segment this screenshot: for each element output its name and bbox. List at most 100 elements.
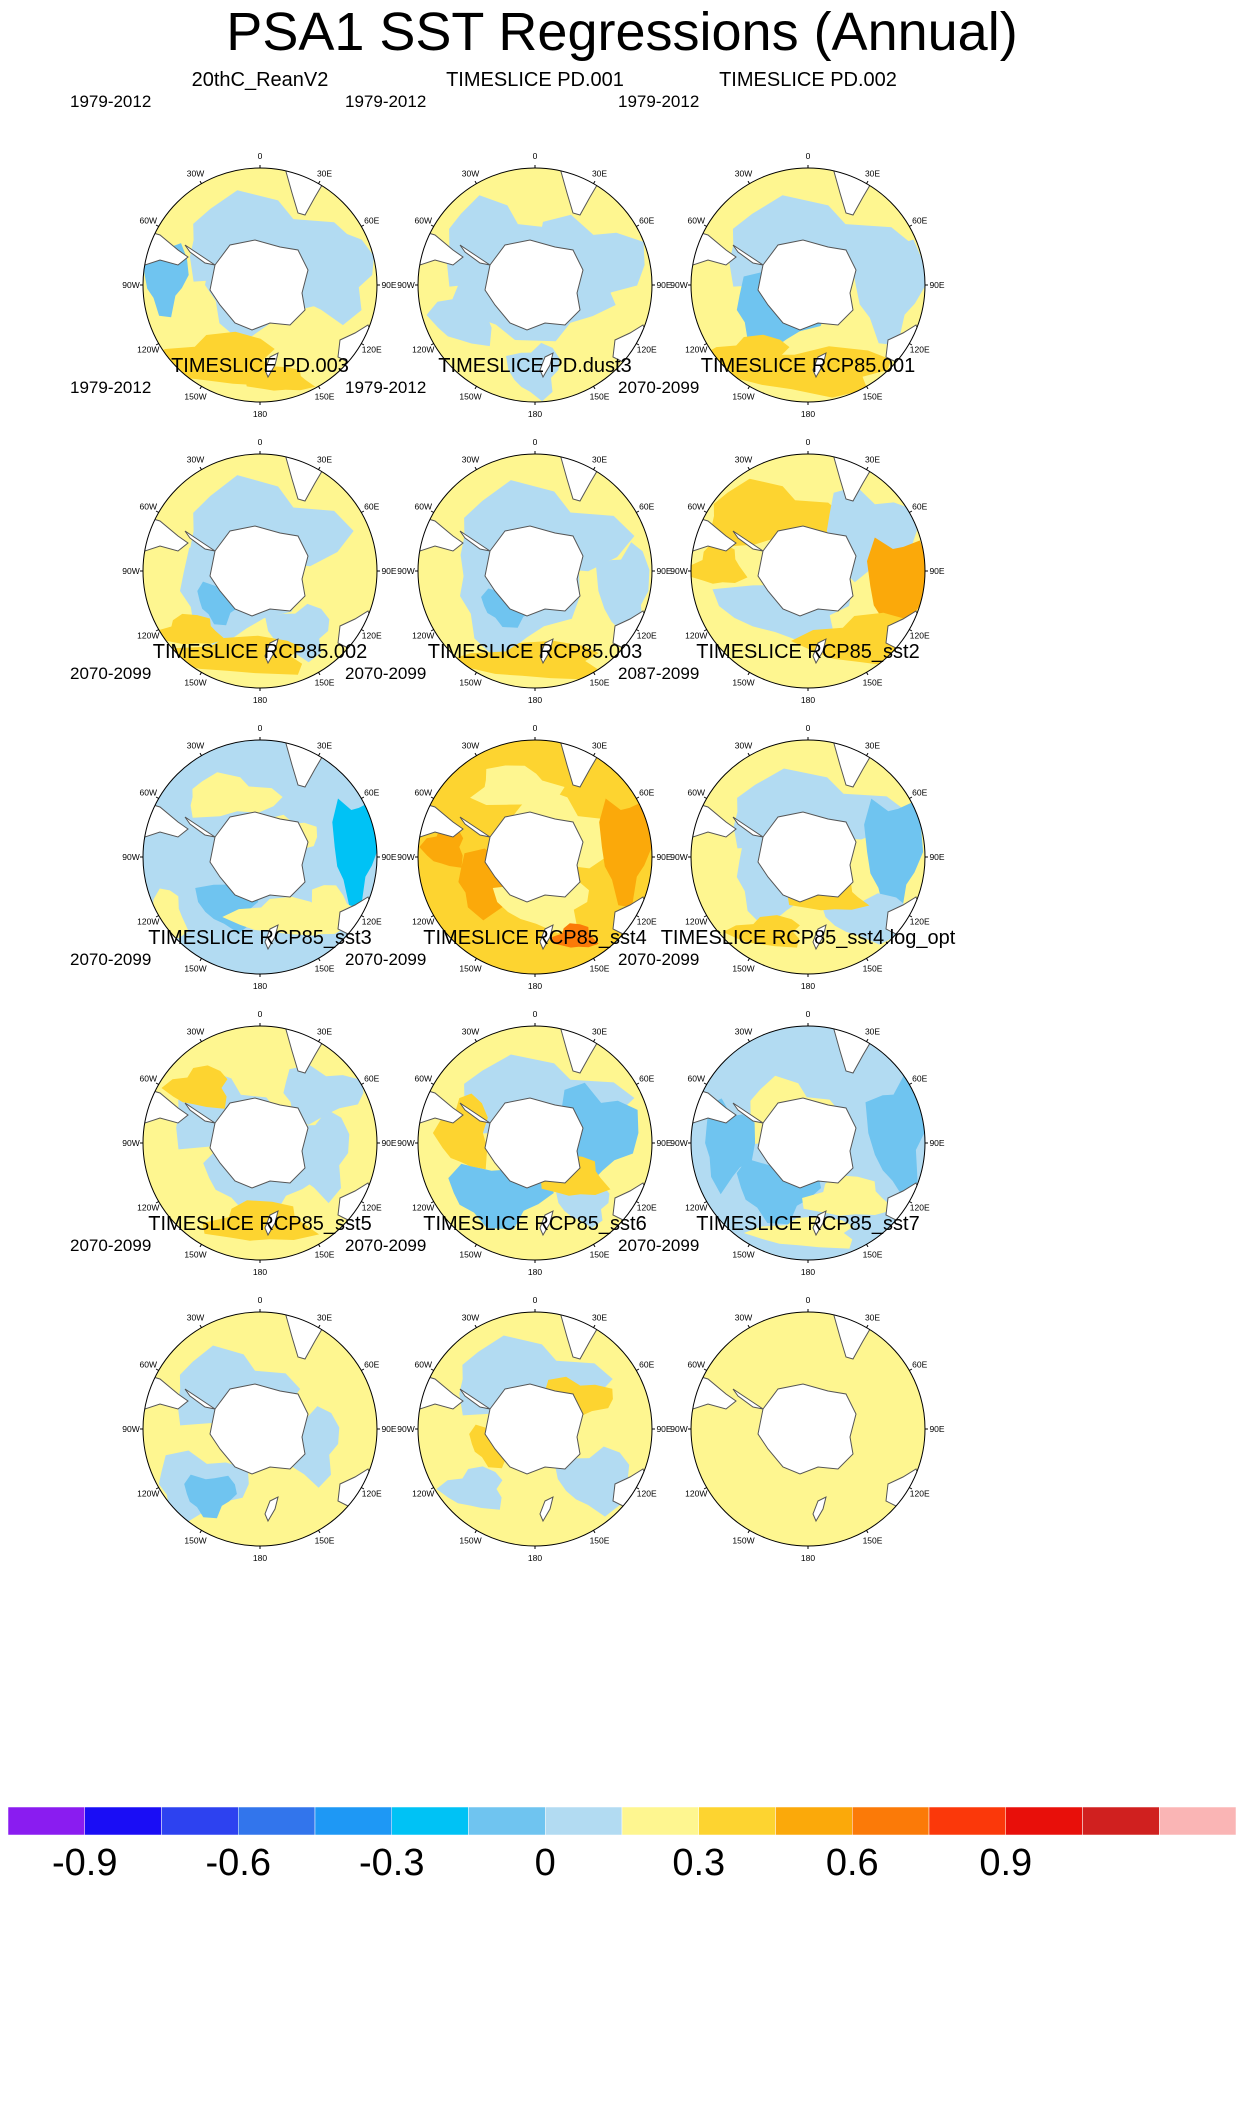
continent-landmass [732, 244, 764, 266]
lon-label: 180 [801, 409, 815, 419]
lon-label: 60W [688, 788, 705, 798]
lon-label: 30W [462, 168, 479, 178]
lon-tick [318, 1324, 321, 1328]
polar-map: 0 30E 60E 90E 120E 150E 180 150W 120W 90W 60W 30W [397, 1295, 672, 1563]
lon-label: 90W [670, 1138, 687, 1148]
lon-tick [474, 180, 477, 184]
lon-tick [318, 1530, 321, 1534]
lon-label: 120E [362, 917, 382, 927]
lon-label: 0 [258, 723, 263, 733]
panel-title: TIMESLICE PD.dust3 [438, 355, 632, 377]
lon-label: 90E [929, 1424, 944, 1434]
lon-label: 150E [863, 1536, 883, 1546]
lon-tick [703, 915, 707, 918]
lon-label: 150E [315, 1250, 335, 1260]
lon-label: 120E [637, 345, 657, 355]
continent-landmass [732, 1388, 764, 1410]
polar-map: 0 30E 60E 90E 120E 150E 180 150W 120W 90W 60W 30W [122, 1295, 397, 1563]
lon-label: 30E [317, 1026, 332, 1036]
lon-tick [318, 180, 321, 184]
lon-label: 90E [381, 1138, 396, 1148]
lon-tick [747, 752, 750, 756]
colorbar-labels: -0.9 -0.6 -0.3 0 0.3 0.6 0.9 [0, 1838, 1244, 1898]
anomaly-region [426, 281, 493, 347]
continent-landmass [691, 229, 737, 266]
lon-label: 120E [362, 631, 382, 641]
colorbar-swatch [314, 1807, 392, 1835]
continent-landmass [264, 352, 279, 379]
antarctica-landmass [209, 525, 309, 617]
lon-label: 90E [381, 1424, 396, 1434]
lon-tick [636, 915, 640, 918]
colorbar-swatch [84, 1807, 162, 1835]
lon-label: 150W [459, 678, 481, 688]
lon-tick [318, 386, 321, 390]
antarctica-landmass [757, 1383, 857, 1475]
colorbar-tick-label: -0.9 [52, 1842, 118, 1884]
land-mask [143, 1312, 373, 1523]
lon-label: 30E [865, 454, 880, 464]
panel-period: 2070-2099 [345, 950, 427, 969]
lon-label: 120W [412, 1489, 434, 1499]
polar-map: 0 30E 60E 90E 120E 150E 180 150W 120W 90W 60W 30W [397, 151, 672, 419]
lon-tick [703, 1368, 707, 1371]
lon-label: 120E [910, 345, 930, 355]
lon-tick [636, 510, 640, 513]
lon-tick [703, 343, 707, 346]
colorbar-swatch [8, 1807, 85, 1835]
lon-tick [318, 466, 321, 470]
lon-label: 150W [459, 1250, 481, 1260]
panel-title: TIMESLICE RCP85_sst5 [148, 1213, 372, 1235]
lon-label: 150W [459, 392, 481, 402]
lon-label: 150W [732, 1250, 754, 1260]
lon-tick [593, 672, 596, 676]
lon-tick [909, 915, 913, 918]
anomaly-region [202, 1200, 320, 1241]
lon-label: 150W [184, 1536, 206, 1546]
antarctica-landmass [757, 239, 857, 331]
panel-title: TIMESLICE RCP85.003 [427, 641, 643, 663]
map-panel: 0 30E 60E 90E 120E 150E 180 150W 120W 90W 60W 30W TI… [345, 354, 725, 736]
lon-label: 0 [806, 1009, 811, 1019]
lon-tick [155, 1368, 159, 1371]
lon-tick [474, 672, 477, 676]
map-panel: 0 30E 60E 90E 120E 150E 180 150W 120W 90W 60W 30W TI… [618, 926, 998, 1308]
lon-label: 30E [865, 740, 880, 750]
lon-tick [909, 1368, 913, 1371]
antarctica-landmass [484, 811, 584, 903]
lon-label: 30W [735, 1312, 752, 1322]
continent-landmass [539, 1210, 554, 1237]
sst-field [143, 454, 377, 688]
lon-tick [747, 1324, 750, 1328]
continent-landmass [143, 515, 189, 552]
colorbar-swatch [928, 1807, 1006, 1835]
lon-tick [155, 1082, 159, 1085]
lon-label: 120W [412, 345, 434, 355]
continent-landmass [143, 229, 189, 266]
lon-tick [199, 466, 202, 470]
anomaly-region [552, 923, 599, 948]
continent-landmass [459, 1102, 491, 1124]
colorbar-tick-label: 0 [534, 1842, 556, 1884]
antarctica-landmass [209, 1383, 309, 1475]
land-mask [418, 740, 648, 951]
map-panel: 0 30E 60E 90E 120E 150E 180 150W 120W 90W 60W 30W TI… [345, 640, 725, 1022]
lon-tick [155, 1487, 159, 1490]
lon-label: 30E [865, 1026, 880, 1036]
lon-label: 30W [187, 740, 204, 750]
lon-label: 60W [140, 502, 157, 512]
lon-tick [155, 510, 159, 513]
sst-field [143, 740, 377, 974]
lon-label: 60W [415, 788, 432, 798]
sst-field [143, 1312, 377, 1546]
lon-tick [474, 1324, 477, 1328]
polar-map: 0 30E 60E 90E 120E 150E 180 150W 120W 90W 60W 30W [670, 723, 945, 991]
lon-tick [361, 1487, 365, 1490]
lon-tick [199, 1530, 202, 1534]
sst-field [143, 168, 377, 402]
lon-tick [199, 1038, 202, 1042]
lon-tick [155, 915, 159, 918]
lon-tick [318, 958, 321, 962]
panel-period: 2070-2099 [70, 1236, 152, 1255]
panel-title: 20thC_ReanV2 [191, 69, 329, 91]
